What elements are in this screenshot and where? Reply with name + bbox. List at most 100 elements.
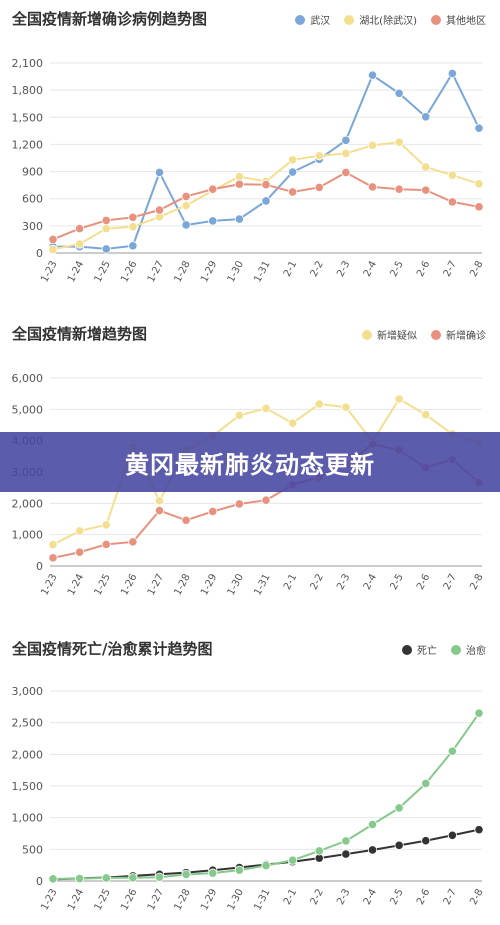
- news-banner[interactable]: 黄冈最新肺炎动态更新: [0, 432, 500, 492]
- data-point-2: [394, 184, 404, 194]
- data-point-1: [474, 708, 484, 718]
- data-point-0: [181, 220, 191, 230]
- y-tick-label: 600: [22, 193, 43, 206]
- y-tick-label: 500: [22, 843, 43, 856]
- data-point-0: [474, 123, 484, 133]
- data-point-2: [154, 205, 165, 215]
- data-point-1: [234, 171, 244, 182]
- x-tick-label: 2-7: [442, 572, 459, 592]
- y-tick-label: 2,000: [12, 497, 44, 510]
- x-tick-label: 2-8: [468, 887, 485, 907]
- data-point-0: [341, 402, 351, 412]
- data-point-2: [447, 197, 457, 207]
- series-line-1: [52, 141, 480, 251]
- data-point-0: [261, 403, 271, 413]
- x-tick-label: 2-3: [335, 572, 352, 592]
- chart-title: 全国疫情新增趋势图: [12, 325, 148, 343]
- y-tick-label: 5,000: [12, 403, 44, 416]
- data-point-2: [288, 187, 298, 197]
- data-point-0: [288, 167, 298, 177]
- series-line-1: [52, 712, 480, 880]
- data-point-1: [447, 746, 457, 756]
- data-point-1: [154, 872, 165, 882]
- data-point-0: [154, 167, 165, 178]
- y-tick-label: 1,500: [12, 111, 44, 124]
- legend-item-deaths[interactable]: 死亡: [402, 642, 437, 657]
- data-point-1: [314, 846, 324, 856]
- x-tick-label: 1-23: [39, 572, 59, 597]
- data-point-0: [447, 830, 457, 840]
- x-tick-label: 1-25: [93, 572, 113, 597]
- chart-new-confirmed-by-region: 0 300 600 900 1,200 1,500 1,800 2,100 1-23 1-24 1-…: [12, 57, 486, 284]
- x-tick-label: 2-1: [282, 887, 299, 907]
- x-tick-label: 1-27: [146, 572, 166, 597]
- data-point-0: [474, 825, 484, 835]
- data-point-0: [394, 394, 404, 404]
- x-tick-label: 1-26: [119, 887, 139, 912]
- y-tick-label: 0: [36, 247, 43, 260]
- data-point-1: [48, 553, 58, 563]
- chart-legend: 武汉 湖北(除武汉) 其他地区: [295, 12, 486, 27]
- chart-deaths-recoveries: 0 500 1,000 1,500 2,000 2,500 3,000 1-23 1-24 1-2…: [12, 685, 486, 912]
- series-line-0: [52, 828, 480, 881]
- legend-item-recoveries[interactable]: 治愈: [451, 642, 486, 657]
- legend-item-other-regions[interactable]: 其他地区: [431, 12, 486, 27]
- x-tick-label: 1-29: [199, 259, 219, 284]
- data-point-1: [421, 778, 431, 789]
- x-tick-label: 1-27: [146, 887, 166, 912]
- chart-title: 全国疫情死亡/治愈累计趋势图: [12, 640, 213, 658]
- legend-swatch-icon: [431, 14, 441, 25]
- x-tick-label: 2-5: [388, 572, 405, 592]
- data-point-1: [101, 539, 111, 549]
- x-tick-label: 1-30: [226, 572, 246, 597]
- legend-label: 新增确诊: [446, 331, 486, 342]
- x-tick-label: 1-25: [93, 259, 113, 284]
- data-point-2: [48, 234, 58, 245]
- data-point-0: [394, 840, 404, 850]
- x-tick-label: 1-31: [252, 887, 272, 912]
- legend-label: 死亡: [417, 646, 437, 657]
- chart-title: 全国疫情新增确诊病例趋势图: [12, 10, 208, 28]
- chart-panel-deaths-recoveries: 0 500 1,000 1,500 2,000 2,500 3,000 1-23 1-24 1-2…: [0, 630, 500, 925]
- y-tick-label: 900: [22, 166, 43, 179]
- x-tick-label: 1-26: [119, 572, 139, 597]
- data-point-1: [101, 873, 111, 883]
- legend-item-new-confirmed[interactable]: 新增确诊: [431, 327, 486, 342]
- legend-item-new-suspected[interactable]: 新增疑似: [362, 327, 417, 342]
- data-point-1: [447, 170, 457, 180]
- legend-item-wuhan[interactable]: 武汉: [295, 12, 330, 27]
- data-point-1: [128, 537, 138, 547]
- x-tick-label: 2-1: [282, 572, 299, 592]
- legend-item-hubei-excl-wuhan[interactable]: 湖北(除武汉): [344, 12, 417, 27]
- data-point-0: [261, 196, 271, 206]
- series-line-0: [53, 72, 480, 250]
- data-point-1: [181, 869, 191, 880]
- data-point-1: [75, 239, 85, 249]
- data-point-1: [208, 868, 218, 878]
- legend-swatch-icon: [295, 14, 306, 25]
- data-point-0: [421, 410, 431, 420]
- legend-label: 湖北(除武汉): [359, 16, 417, 27]
- data-point-2: [261, 180, 271, 190]
- data-point-1: [75, 547, 85, 557]
- y-tick-label: 1,500: [12, 780, 44, 793]
- x-tick-label: 2-6: [415, 887, 432, 907]
- x-tick-label: 1-24: [66, 572, 86, 597]
- data-point-0: [447, 68, 457, 79]
- y-tick-label: 1,800: [12, 84, 44, 97]
- y-tick-label: 300: [22, 220, 43, 233]
- data-point-0: [101, 520, 111, 530]
- x-tick-label: 1-23: [39, 259, 59, 284]
- y-tick-label: 6,000: [12, 372, 44, 385]
- x-tick-label: 2-7: [442, 887, 459, 907]
- data-point-2: [208, 184, 218, 194]
- x-tick-label: 2-2: [309, 572, 326, 592]
- x-tick-label: 1-28: [172, 887, 192, 912]
- data-point-2: [367, 182, 378, 192]
- legend-swatch-icon: [402, 644, 412, 655]
- banner-title: 黄冈最新肺炎动态更新: [125, 450, 375, 479]
- data-point-0: [288, 418, 298, 428]
- data-point-1: [48, 874, 58, 884]
- data-point-0: [208, 216, 218, 226]
- y-tick-label: 3,000: [12, 685, 44, 698]
